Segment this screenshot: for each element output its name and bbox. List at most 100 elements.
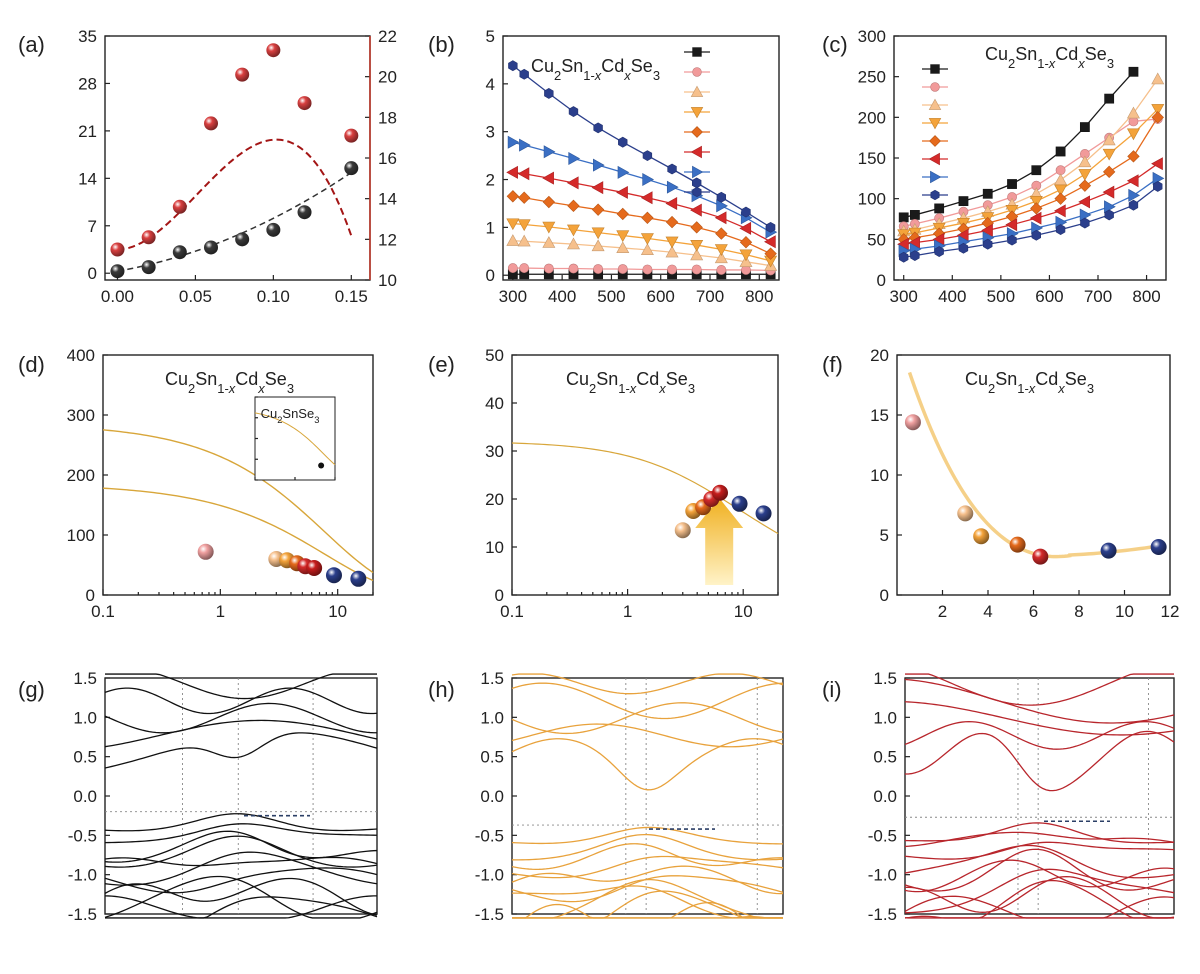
data-point bbox=[507, 263, 518, 273]
data-point bbox=[1151, 157, 1163, 171]
data-point bbox=[1080, 217, 1090, 229]
data-point bbox=[640, 243, 654, 255]
conduction-band bbox=[511, 702, 784, 735]
data-point bbox=[934, 203, 945, 214]
data-point-muH bbox=[141, 230, 156, 245]
y-tick-label: 30 bbox=[485, 442, 504, 461]
panel-g: (g) -1.5 -1.0 -0.5 0.0 0.5 1.0 1.5 bbox=[18, 669, 378, 924]
y-tick-label: 15 bbox=[870, 406, 889, 425]
data-point bbox=[982, 188, 993, 199]
conduction-band bbox=[904, 701, 1175, 736]
legend-marker bbox=[692, 165, 704, 179]
data-point bbox=[618, 136, 628, 148]
conduction-band bbox=[104, 719, 378, 748]
panel-d: (d) 0 100 200 300 400 0.1 1 10 Cu2Sn1-xCdxSe3 Cu2S… bbox=[18, 346, 374, 621]
y-tick-label: 1.5 bbox=[873, 669, 897, 688]
data-point bbox=[714, 211, 727, 225]
data-point bbox=[1031, 165, 1042, 176]
data-point bbox=[542, 221, 556, 234]
x-tick-label: 0.05 bbox=[179, 287, 212, 306]
conduction-band bbox=[905, 673, 1174, 706]
data-point bbox=[983, 238, 993, 250]
legend-marker bbox=[929, 135, 941, 147]
data-point bbox=[714, 244, 728, 256]
y-tick-label: 0 bbox=[88, 264, 97, 283]
data-point bbox=[617, 165, 630, 179]
data-point bbox=[1030, 202, 1043, 215]
conduction-band bbox=[104, 702, 378, 734]
trend-curve bbox=[907, 371, 1164, 559]
y-tick-label: 250 bbox=[858, 68, 886, 87]
y-tick-label: 0.5 bbox=[480, 748, 504, 767]
y-tick-label: 150 bbox=[858, 149, 886, 168]
y-tick-label: 14 bbox=[378, 190, 397, 209]
data-point bbox=[1151, 111, 1164, 124]
data-point bbox=[1126, 128, 1140, 141]
valence-band bbox=[904, 844, 1175, 879]
conduction-band bbox=[511, 682, 784, 720]
data-point bbox=[731, 495, 748, 512]
legend-marker bbox=[690, 107, 704, 119]
data-point bbox=[1151, 104, 1165, 116]
data-point bbox=[765, 221, 776, 233]
data-point-pH bbox=[266, 222, 281, 237]
panel-label: (f) bbox=[822, 352, 843, 377]
data-point bbox=[1128, 66, 1139, 77]
valence-band bbox=[904, 859, 1175, 893]
legend-marker bbox=[930, 64, 940, 74]
valence-band bbox=[511, 826, 784, 845]
data-point bbox=[665, 236, 679, 249]
data-point bbox=[517, 219, 531, 232]
data-point bbox=[566, 176, 579, 190]
data-point bbox=[1079, 122, 1090, 132]
y-tick-label: 200 bbox=[858, 108, 886, 127]
x-tick-label: 600 bbox=[1035, 287, 1063, 306]
y-tick-label: 20 bbox=[485, 490, 504, 509]
x-tick-label: 0.1 bbox=[91, 602, 115, 621]
plot-frame bbox=[511, 354, 779, 596]
data-point bbox=[904, 414, 921, 431]
data-point-pH bbox=[172, 245, 187, 260]
data-point bbox=[566, 237, 580, 250]
data-point bbox=[910, 250, 920, 262]
formula-title: Cu2Sn1-xCdxSe3 bbox=[566, 369, 695, 396]
valence-band bbox=[512, 901, 783, 919]
x-tick-label: 300 bbox=[499, 287, 527, 306]
y-tick-label: 400 bbox=[67, 346, 95, 365]
data-point bbox=[691, 264, 702, 275]
data-point bbox=[1126, 106, 1140, 119]
y-tick-label: 3 bbox=[486, 123, 495, 142]
data-point bbox=[973, 528, 990, 545]
panel-i: (i) -1.5 -1.0 -0.5 0.0 0.5 1.0 1.5 bbox=[822, 669, 1175, 924]
data-point bbox=[716, 265, 727, 275]
x-tick-label: 300 bbox=[890, 287, 918, 306]
data-point bbox=[1055, 146, 1066, 157]
pisarenko-curve bbox=[102, 429, 374, 574]
data-point bbox=[690, 221, 703, 234]
data-point bbox=[1078, 195, 1090, 209]
pisarenko-curve bbox=[102, 487, 374, 582]
data-point bbox=[739, 249, 753, 262]
valence-band bbox=[904, 822, 1175, 844]
y-tick-label: 1 bbox=[486, 218, 495, 237]
y-tick-label: 300 bbox=[858, 27, 886, 46]
mobility-curve bbox=[511, 442, 779, 535]
data-point bbox=[507, 135, 520, 149]
data-point bbox=[764, 235, 776, 249]
y-tick-label: 21 bbox=[78, 122, 97, 141]
x-tick-label: 0.00 bbox=[101, 287, 134, 306]
plot-frame bbox=[502, 35, 780, 281]
data-point bbox=[1078, 179, 1092, 192]
y-tick-label: 50 bbox=[485, 346, 504, 365]
data-point bbox=[764, 247, 777, 260]
valence-band bbox=[511, 833, 784, 861]
data-point bbox=[667, 264, 677, 275]
valence-band bbox=[904, 841, 1175, 860]
y-tick-label: 35 bbox=[78, 27, 97, 46]
data-point bbox=[1005, 218, 1018, 232]
y-tick-label: -1.5 bbox=[475, 905, 504, 924]
valence-band bbox=[512, 878, 783, 919]
fit-curve-pH bbox=[117, 171, 352, 272]
data-point bbox=[642, 150, 653, 162]
data-point bbox=[616, 207, 629, 221]
